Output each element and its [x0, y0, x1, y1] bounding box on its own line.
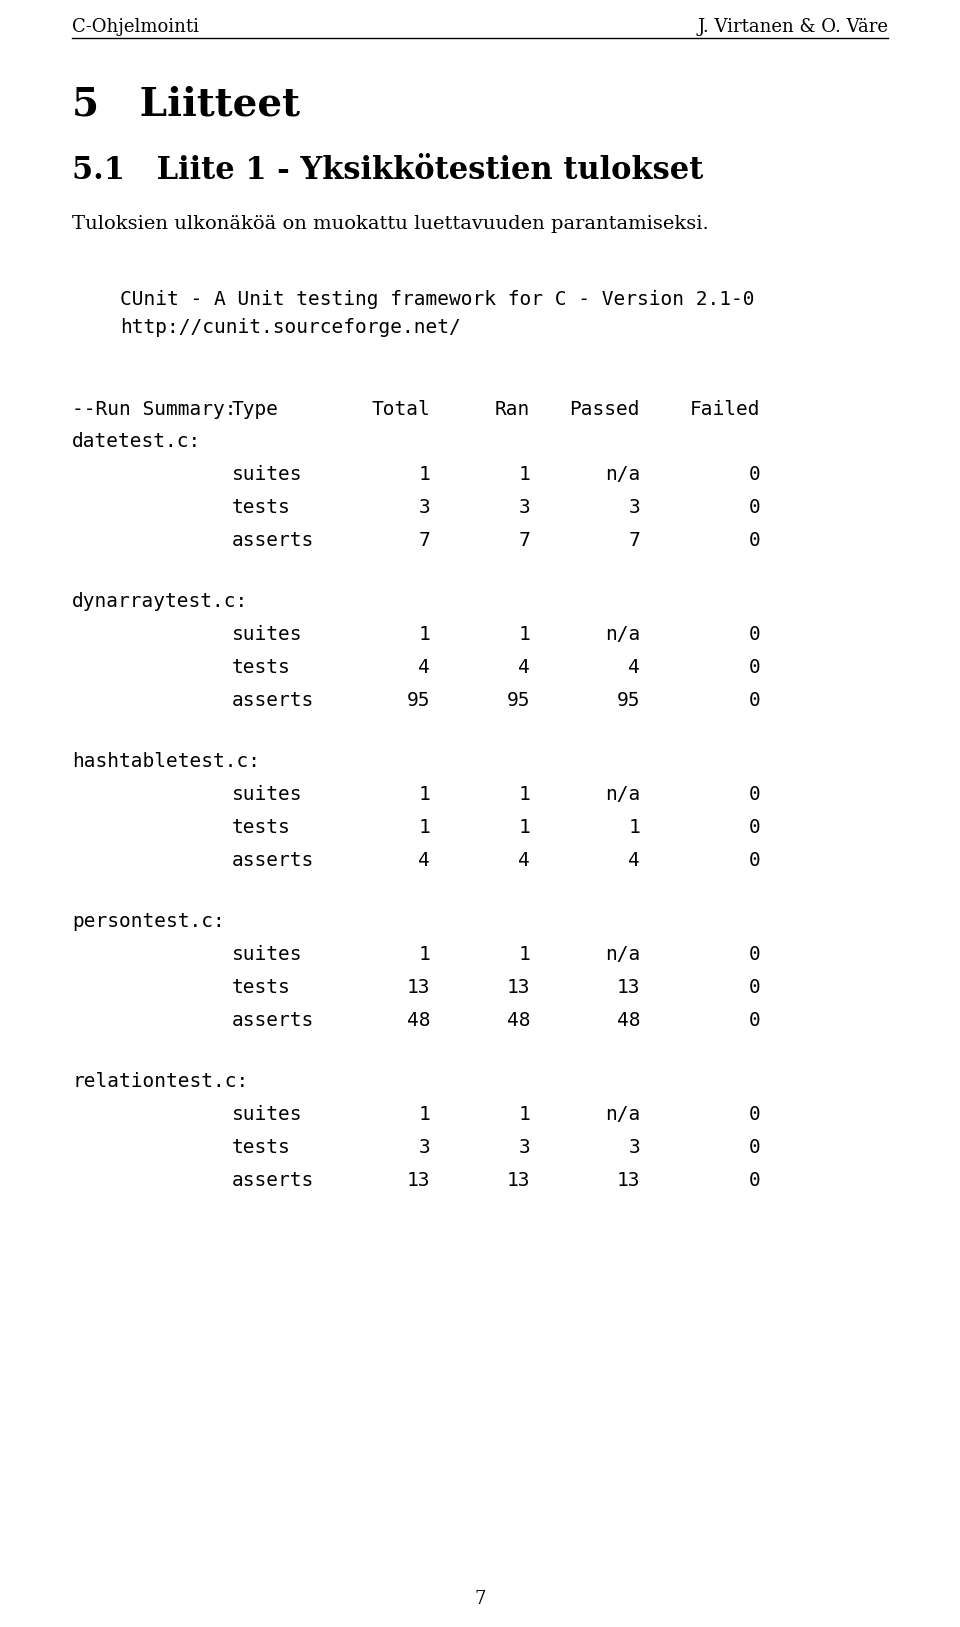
Text: 1: 1 — [518, 1105, 530, 1124]
Text: 0: 0 — [748, 691, 760, 709]
Text: 1: 1 — [419, 818, 430, 836]
Text: persontest.c:: persontest.c: — [72, 913, 225, 931]
Text: 0: 0 — [748, 818, 760, 836]
Text: 13: 13 — [616, 1171, 640, 1189]
Text: dynarraytest.c:: dynarraytest.c: — [72, 592, 249, 612]
Text: 4: 4 — [419, 657, 430, 677]
Text: tests: tests — [232, 818, 291, 836]
Text: 1: 1 — [518, 818, 530, 836]
Text: 3: 3 — [518, 498, 530, 517]
Text: asserts: asserts — [232, 1010, 314, 1030]
Text: 0: 0 — [748, 1105, 760, 1124]
Text: 4: 4 — [628, 657, 640, 677]
Text: asserts: asserts — [232, 1171, 314, 1189]
Text: 13: 13 — [616, 978, 640, 997]
Text: tests: tests — [232, 657, 291, 677]
Text: 4: 4 — [628, 851, 640, 870]
Text: suites: suites — [232, 945, 302, 965]
Text: --Run Summary:: --Run Summary: — [72, 400, 236, 420]
Text: 0: 0 — [748, 657, 760, 677]
Text: 7: 7 — [628, 530, 640, 550]
Text: suites: suites — [232, 784, 302, 804]
Text: 13: 13 — [507, 1171, 530, 1189]
Text: Total: Total — [372, 400, 430, 420]
Text: 13: 13 — [507, 978, 530, 997]
Text: suites: suites — [232, 625, 302, 644]
Text: 3: 3 — [628, 498, 640, 517]
Text: 48: 48 — [406, 1010, 430, 1030]
Text: 0: 0 — [748, 784, 760, 804]
Text: n/a: n/a — [605, 465, 640, 483]
Text: 0: 0 — [748, 625, 760, 644]
Text: 5.1   Liite 1 - Yksikkötestien tulokset: 5.1 Liite 1 - Yksikkötestien tulokset — [72, 155, 704, 185]
Text: 0: 0 — [748, 851, 760, 870]
Text: 4: 4 — [518, 657, 530, 677]
Text: 0: 0 — [748, 1171, 760, 1189]
Text: 1: 1 — [518, 625, 530, 644]
Text: 1: 1 — [518, 465, 530, 483]
Text: hashtabletest.c:: hashtabletest.c: — [72, 752, 260, 771]
Text: http://cunit.sourceforge.net/: http://cunit.sourceforge.net/ — [120, 317, 461, 337]
Text: 0: 0 — [748, 1137, 760, 1157]
Text: 4: 4 — [518, 851, 530, 870]
Text: n/a: n/a — [605, 784, 640, 804]
Text: 1: 1 — [419, 945, 430, 965]
Text: 4: 4 — [419, 851, 430, 870]
Text: suites: suites — [232, 465, 302, 483]
Text: Type: Type — [232, 400, 279, 420]
Text: J. Virtanen & O. Väre: J. Virtanen & O. Väre — [697, 18, 888, 36]
Text: 48: 48 — [507, 1010, 530, 1030]
Text: 7: 7 — [518, 530, 530, 550]
Text: relationtest.c:: relationtest.c: — [72, 1072, 249, 1092]
Text: 0: 0 — [748, 978, 760, 997]
Text: 1: 1 — [419, 1105, 430, 1124]
Text: tests: tests — [232, 498, 291, 517]
Text: CUnit - A Unit testing framework for C - Version 2.1-0: CUnit - A Unit testing framework for C -… — [120, 290, 755, 309]
Text: 1: 1 — [419, 465, 430, 483]
Text: 48: 48 — [616, 1010, 640, 1030]
Text: 5   Liitteet: 5 Liitteet — [72, 85, 300, 124]
Text: 95: 95 — [507, 691, 530, 709]
Text: 3: 3 — [518, 1137, 530, 1157]
Text: 1: 1 — [518, 945, 530, 965]
Text: Failed: Failed — [689, 400, 760, 420]
Text: C-Ohjelmointi: C-Ohjelmointi — [72, 18, 199, 36]
Text: suites: suites — [232, 1105, 302, 1124]
Text: 7: 7 — [419, 530, 430, 550]
Text: 95: 95 — [616, 691, 640, 709]
Text: n/a: n/a — [605, 1105, 640, 1124]
Text: 0: 0 — [748, 945, 760, 965]
Text: 0: 0 — [748, 530, 760, 550]
Text: 1: 1 — [628, 818, 640, 836]
Text: asserts: asserts — [232, 851, 314, 870]
Text: 1: 1 — [419, 784, 430, 804]
Text: 13: 13 — [406, 1171, 430, 1189]
Text: 95: 95 — [406, 691, 430, 709]
Text: Ran: Ran — [494, 400, 530, 420]
Text: 0: 0 — [748, 465, 760, 483]
Text: 0: 0 — [748, 1010, 760, 1030]
Text: 0: 0 — [748, 498, 760, 517]
Text: asserts: asserts — [232, 530, 314, 550]
Text: n/a: n/a — [605, 625, 640, 644]
Text: tests: tests — [232, 1137, 291, 1157]
Text: 7: 7 — [474, 1590, 486, 1607]
Text: asserts: asserts — [232, 691, 314, 709]
Text: 3: 3 — [419, 1137, 430, 1157]
Text: 3: 3 — [419, 498, 430, 517]
Text: 13: 13 — [406, 978, 430, 997]
Text: n/a: n/a — [605, 945, 640, 965]
Text: 3: 3 — [628, 1137, 640, 1157]
Text: 1: 1 — [419, 625, 430, 644]
Text: 1: 1 — [518, 784, 530, 804]
Text: Passed: Passed — [569, 400, 640, 420]
Text: tests: tests — [232, 978, 291, 997]
Text: Tuloksien ulkonäköä on muokattu luettavuuden parantamiseksi.: Tuloksien ulkonäköä on muokattu luettavu… — [72, 215, 708, 233]
Text: datetest.c:: datetest.c: — [72, 433, 202, 451]
